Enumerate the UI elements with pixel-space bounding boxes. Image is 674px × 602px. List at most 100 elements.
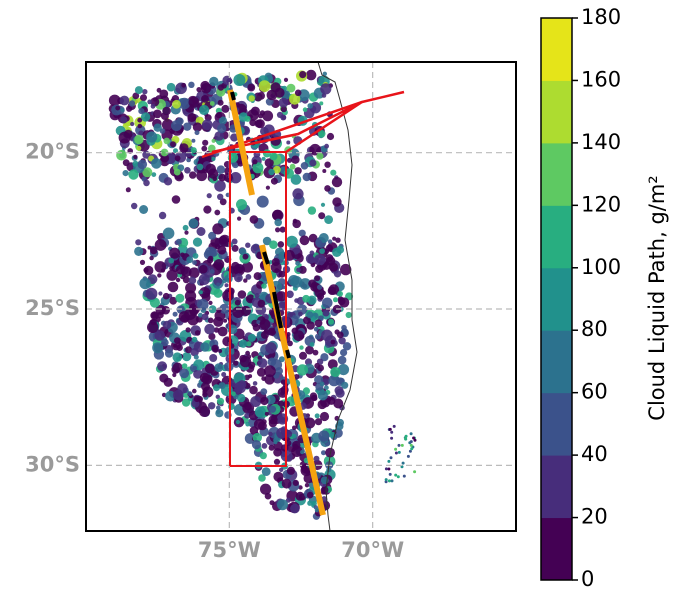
cloud-cell xyxy=(181,398,191,407)
cloud-cell xyxy=(174,155,181,162)
cloud-cell xyxy=(341,381,349,389)
cloud-cell xyxy=(209,76,219,87)
cloud-cell xyxy=(309,342,315,347)
cloud-cell xyxy=(406,454,410,458)
track-marker xyxy=(272,291,283,329)
cloud-cell xyxy=(389,456,393,460)
cloud-cell xyxy=(251,440,262,450)
cloud-cell xyxy=(213,316,224,327)
cloud-cell xyxy=(290,503,300,514)
cloud-cell xyxy=(286,140,291,145)
cloud-cell xyxy=(175,293,185,303)
cloud-cell xyxy=(172,372,177,378)
cloud-cell xyxy=(212,223,224,235)
cloud-cell xyxy=(193,395,201,403)
cloud-cell xyxy=(150,311,159,320)
cloud-cell xyxy=(332,197,342,207)
cloud-cell xyxy=(328,374,340,387)
cloud-cell xyxy=(289,163,296,170)
cloud-cell xyxy=(243,278,248,283)
cloud-cell xyxy=(298,229,306,237)
colorbar-bin xyxy=(541,392,572,456)
cloud-cell xyxy=(401,461,405,465)
cloud-cell xyxy=(244,115,251,122)
cloud-cell xyxy=(286,290,294,299)
cloud-cell xyxy=(252,432,262,443)
cloud-cell xyxy=(178,97,191,110)
track-marker xyxy=(262,251,270,265)
cloud-cell xyxy=(215,409,224,418)
cloud-cell xyxy=(222,289,234,302)
cloud-cell xyxy=(220,123,225,128)
cloud-cell xyxy=(278,97,289,108)
cloud-cell xyxy=(184,230,189,235)
cloud-cell xyxy=(313,326,319,332)
cloud-cell xyxy=(331,176,343,188)
cloud-cell xyxy=(247,83,255,91)
cloud-cell xyxy=(218,235,228,245)
cloud-cell xyxy=(249,215,259,224)
cloud-cell xyxy=(213,384,220,392)
cloud-cell xyxy=(413,470,417,474)
cloud-cell xyxy=(309,159,317,167)
cloud-cell xyxy=(314,254,326,266)
cloud-cell xyxy=(276,427,288,439)
cloud-cell xyxy=(277,499,288,511)
cloud-cell xyxy=(192,388,197,394)
cloud-cell xyxy=(291,433,297,439)
cloud-cell xyxy=(237,393,246,403)
cloud-cell xyxy=(245,350,251,356)
cloud-cell xyxy=(196,87,202,93)
cloud-cell xyxy=(164,349,174,358)
cloud-cell xyxy=(208,332,216,341)
cloud-cell xyxy=(217,84,225,91)
colorbar-tick-label: 120 xyxy=(581,192,621,216)
colorbar-bin xyxy=(541,267,572,331)
cloud-cell xyxy=(138,130,144,136)
cloud-cell xyxy=(188,218,199,229)
cloud-cell xyxy=(394,447,398,451)
colorbar-tick-label: 80 xyxy=(581,317,608,341)
cloud-cell xyxy=(291,155,300,164)
cloud-cell xyxy=(256,367,266,377)
cloud-cell xyxy=(245,421,250,427)
cloud-cell xyxy=(268,405,277,413)
cloud-cell xyxy=(215,112,223,119)
cloud-cell xyxy=(290,276,303,288)
cloud-cell xyxy=(209,354,218,362)
cloud-cell xyxy=(280,106,287,113)
cloud-cell xyxy=(188,267,200,279)
cloud-cell xyxy=(213,347,219,353)
cloud-cell xyxy=(396,475,400,479)
cloud-cell xyxy=(183,122,192,131)
cloud-cell xyxy=(320,353,329,362)
cloud-cell xyxy=(163,177,173,186)
cloud-cell xyxy=(162,292,170,300)
cloud-cell xyxy=(162,320,172,330)
colorbar-bin xyxy=(541,18,572,81)
cloud-cell xyxy=(299,71,307,79)
cloud-cell xyxy=(340,263,352,276)
cloud-cell xyxy=(173,168,181,176)
cloud-cell xyxy=(295,260,300,266)
cloud-cell xyxy=(174,337,181,344)
cloud-cell xyxy=(327,359,338,370)
cloud-cell xyxy=(320,83,332,95)
colorbar-tick-label: 180 xyxy=(581,5,621,29)
cloud-cell xyxy=(154,330,165,341)
cloud-cell xyxy=(293,330,305,342)
colorbar-tick-label: 160 xyxy=(581,67,621,91)
cloud-cell xyxy=(218,349,223,353)
cloud-cell xyxy=(317,390,328,401)
cloud-cell xyxy=(264,492,272,500)
cloud-cell xyxy=(192,122,203,132)
cloud-cell xyxy=(328,318,334,325)
cloud-cell xyxy=(201,95,209,103)
cloud-cell xyxy=(154,239,167,251)
cloud-cell xyxy=(214,131,224,141)
cloud-cell xyxy=(318,233,329,243)
cloud-cell xyxy=(222,75,232,86)
cloud-cell xyxy=(201,119,213,131)
cloud-cell xyxy=(327,239,333,244)
